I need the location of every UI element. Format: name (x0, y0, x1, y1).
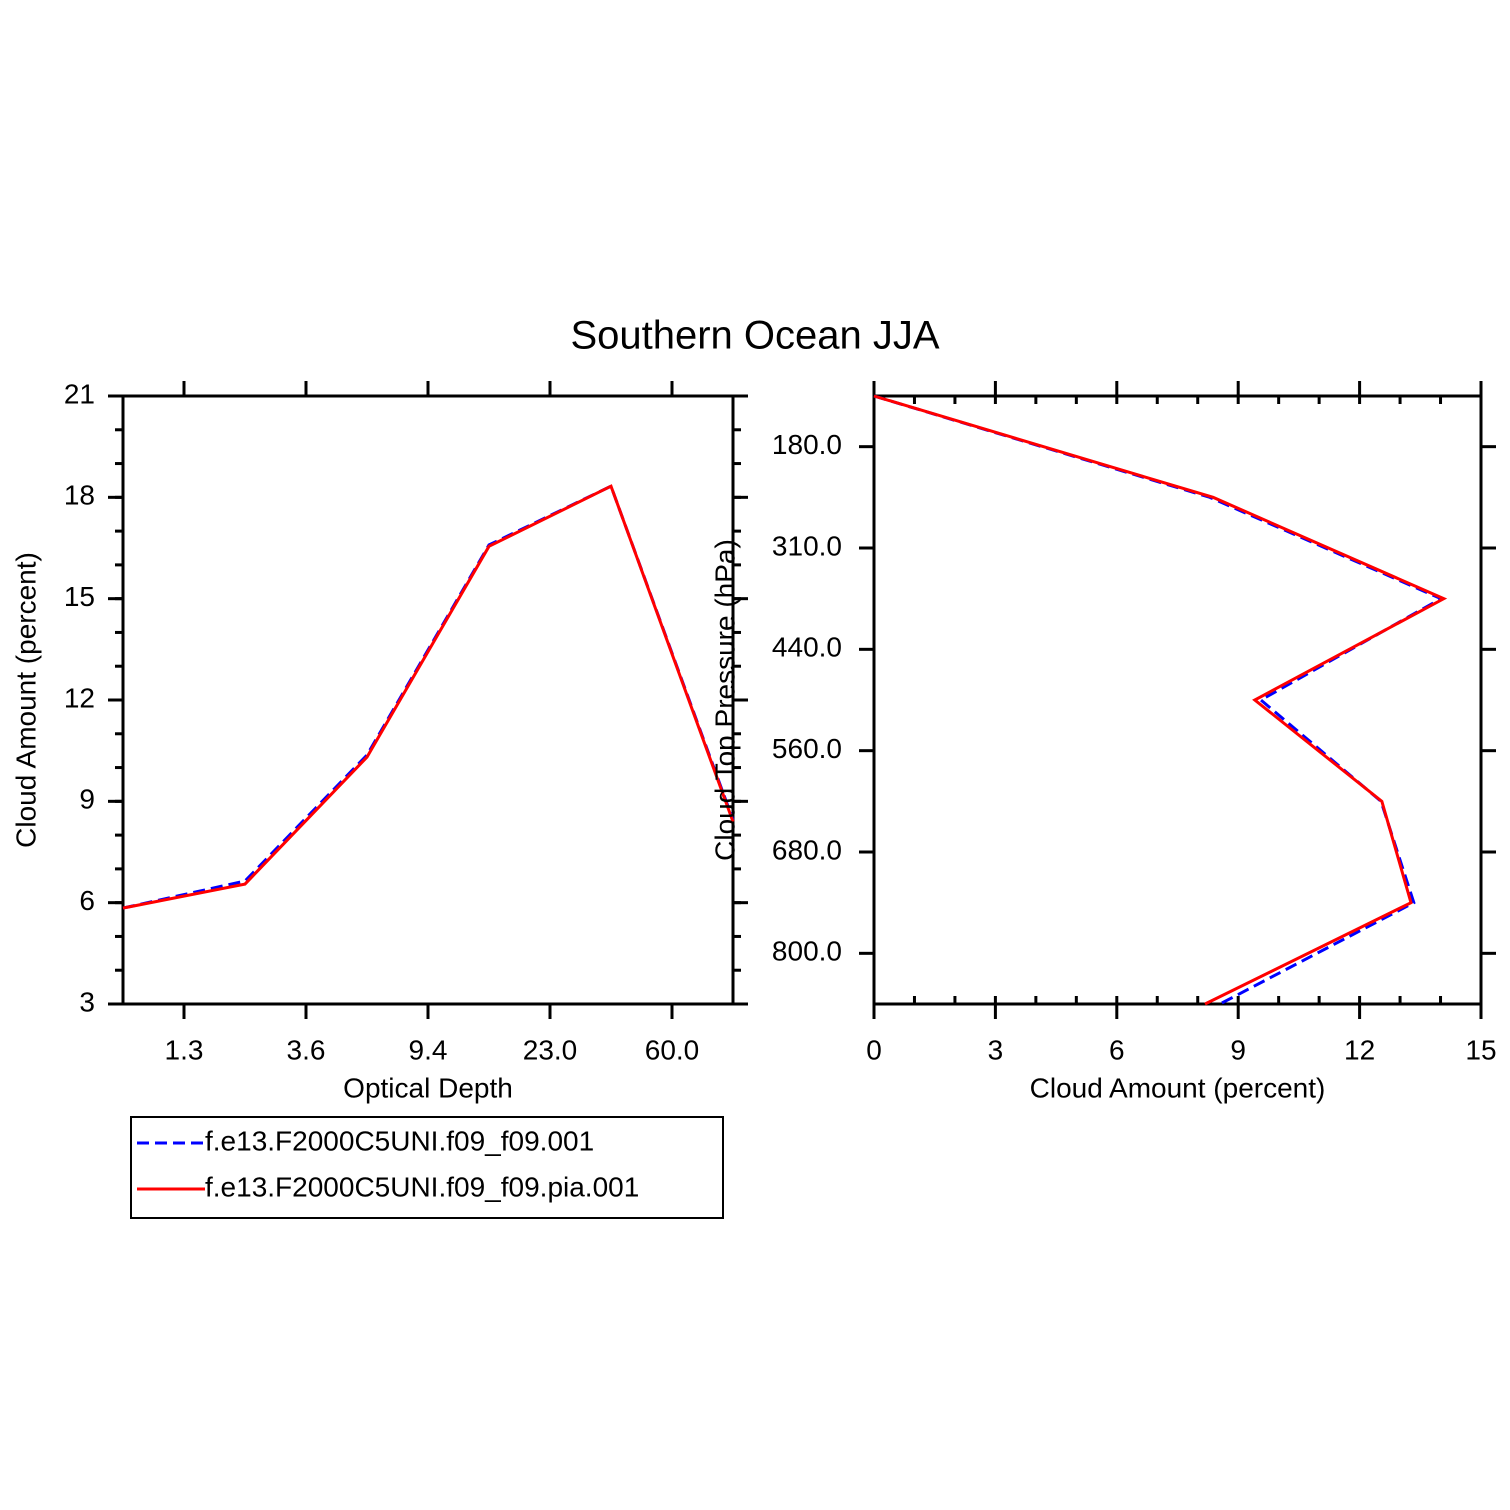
x-axis-label: Optical Depth (343, 1072, 513, 1103)
y-tick-label: 560.0 (772, 733, 842, 764)
x-tick-label: 3.6 (287, 1034, 326, 1065)
series-line (873, 394, 1445, 1006)
x-tick-label: 9 (1230, 1034, 1246, 1065)
x-tick-label: 0 (866, 1034, 882, 1065)
y-tick-label: 15 (64, 581, 95, 612)
y-tick-label: 18 (64, 480, 95, 511)
plot-frame (121, 394, 735, 1006)
x-tick-label: 1.3 (165, 1034, 204, 1065)
figure-title: Southern Ocean JJA (570, 314, 939, 358)
y-axis-label: Cloud Amount (percent) (10, 552, 41, 848)
y-tick-label: 180.0 (772, 429, 842, 460)
y-tick-label: 9 (79, 784, 95, 815)
x-tick-label: 60.0 (645, 1034, 700, 1065)
y-tick-label: 440.0 (772, 632, 842, 663)
x-axis-label: Cloud Amount (percent) (1030, 1072, 1326, 1103)
y-tick-label: 680.0 (772, 834, 842, 865)
series-line (122, 484, 735, 910)
x-tick-label: 12 (1344, 1034, 1375, 1065)
x-tick-label: 3 (988, 1034, 1004, 1065)
x-tick-label: 6 (1109, 1034, 1125, 1065)
y-tick-label: 6 (79, 885, 95, 916)
plot-frame (872, 394, 1483, 1006)
series-line (122, 484, 735, 910)
y-tick-label: 12 (64, 682, 95, 713)
legend-box (130, 1116, 724, 1219)
legend-label: f.e13.F2000C5UNI.f09_f09.pia.001 (205, 1171, 639, 1202)
y-tick-label: 310.0 (772, 530, 842, 561)
x-tick-label: 9.4 (409, 1034, 448, 1065)
legend-label: f.e13.F2000C5UNI.f09_f09.001 (205, 1125, 594, 1156)
x-tick-label: 15 (1465, 1034, 1496, 1065)
y-tick-label: 3 (79, 986, 95, 1017)
x-tick-label: 23.0 (523, 1034, 578, 1065)
y-tick-label: 21 (64, 378, 95, 409)
y-axis-label: Cloud Top Pressure (hPa) (709, 539, 740, 861)
series-line (873, 394, 1448, 1006)
y-tick-label: 800.0 (772, 936, 842, 967)
